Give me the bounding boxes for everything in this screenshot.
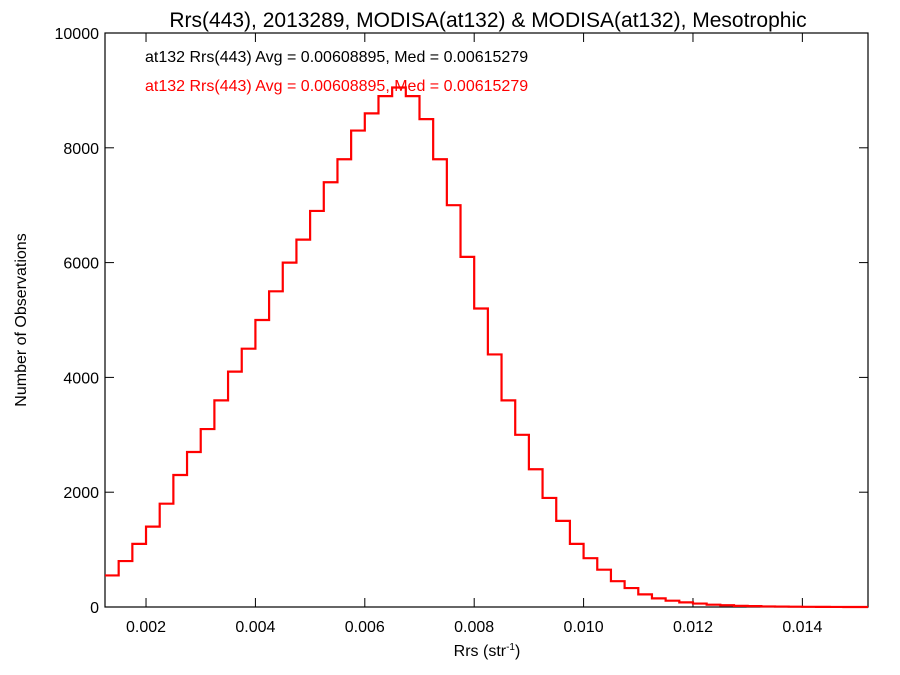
plot-frame xyxy=(104,32,869,608)
x-axis: 0.002 0.004 0.006 0.008 0.010 0.012 0.014 xyxy=(126,33,822,636)
y-tick-label: 2000 xyxy=(63,485,99,502)
histogram-series-line xyxy=(105,86,868,609)
x-tick-label: 0.008 xyxy=(454,619,494,636)
x-tick-label: 0.010 xyxy=(564,619,604,636)
annotation-black: at132 Rrs(443) Avg = 0.00608895, Med = 0… xyxy=(145,49,528,66)
y-tick-label: 10000 xyxy=(55,26,100,43)
y-axis-label: Number of Observations xyxy=(13,233,30,406)
y-tick-label: 4000 xyxy=(63,370,99,387)
x-tick-label: 0.002 xyxy=(126,619,166,636)
x-tick-label: 0.012 xyxy=(673,619,713,636)
x-tick-label: 0.014 xyxy=(782,619,822,636)
x-axis-label: Rrs (str-1) xyxy=(454,642,521,660)
y-axis: 0 2000 4000 6000 8000 10000 xyxy=(55,26,868,617)
annotation-red: at132 Rrs(443) Avg = 0.00608895, Med = 0… xyxy=(145,78,528,95)
y-tick-label: 8000 xyxy=(63,141,99,158)
y-tick-label: 6000 xyxy=(63,256,99,273)
series-layer xyxy=(105,86,868,609)
x-tick-label: 0.004 xyxy=(235,619,275,636)
x-tick-label: 0.006 xyxy=(345,619,385,636)
chart-title: Rrs(443), 2013289, MODISA(at132) & MODIS… xyxy=(169,9,806,32)
y-tick-label: 0 xyxy=(90,600,99,617)
